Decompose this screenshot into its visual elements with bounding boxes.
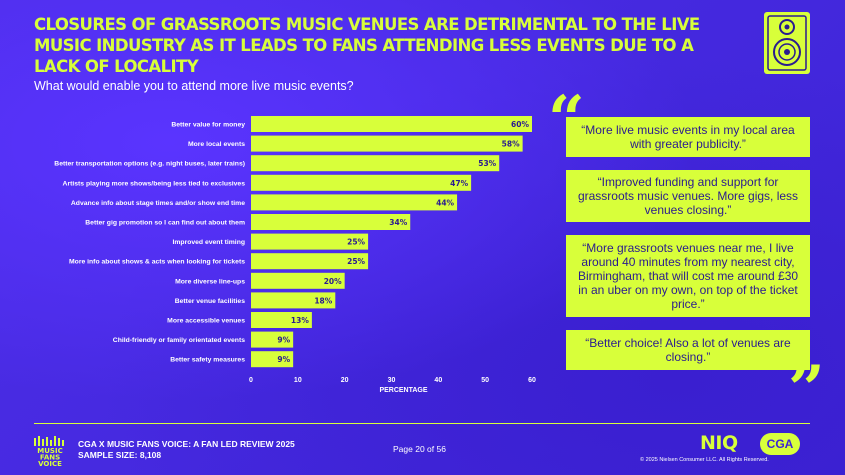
quote-2: “Improved funding and support for grassr…	[566, 170, 810, 222]
page-number: Page 20 of 56	[393, 444, 446, 454]
bar	[251, 253, 369, 270]
category-label: Better venue facilities	[175, 298, 245, 305]
data-label: 25%	[347, 238, 365, 247]
x-tick-label: 20	[341, 377, 349, 384]
data-label: 44%	[436, 198, 454, 207]
svg-text:FANS: FANS	[40, 454, 60, 462]
data-label: 9%	[277, 336, 290, 345]
copyright: © 2025 Nielsen Consumer LLC. All Rights …	[640, 457, 769, 463]
category-label: Better transportation options (e.g. nigh…	[54, 161, 245, 168]
category-label: Better gig promotion so I can find out a…	[85, 220, 245, 227]
close-quote-icon: ”	[788, 352, 825, 427]
x-tick-label: 30	[388, 377, 396, 384]
data-label: 13%	[291, 316, 309, 325]
data-label: 20%	[324, 277, 342, 286]
category-label: More accessible venues	[167, 318, 245, 325]
bar	[251, 174, 472, 191]
category-label: More diverse line-ups	[175, 278, 245, 285]
quote-3: “More grassroots venues near me, I live …	[566, 235, 810, 317]
quote-1: “More live music events in my local area…	[566, 117, 810, 157]
x-tick-label: 0	[249, 377, 253, 384]
x-axis-label: PERCENTAGE	[379, 387, 427, 394]
category-label: More info about shows & acts when lookin…	[69, 259, 245, 266]
data-label: 9%	[277, 355, 290, 364]
category-label: Improved event timing	[172, 239, 245, 246]
bar	[251, 292, 336, 309]
footer-line-2: SAMPLE SIZE: 8,108	[78, 450, 162, 460]
data-label: 60%	[511, 120, 529, 129]
footer-divider	[34, 423, 810, 424]
data-label: 25%	[347, 257, 365, 266]
data-label: 58%	[502, 140, 520, 149]
music-fans-voice-logo: MUSIC FANS VOICE	[34, 436, 64, 467]
x-tick-label: 60	[528, 377, 536, 384]
svg-text:MUSIC: MUSIC	[37, 447, 62, 455]
quote-4: “Better choice! Also a lot of venues are…	[566, 330, 810, 370]
category-label: More local events	[188, 141, 245, 148]
data-label: 47%	[450, 179, 468, 188]
niq-logo: NIQ	[700, 432, 738, 454]
footer-source: CGA X MUSIC FANS VOICE: A FAN LED REVIEW…	[78, 439, 295, 461]
x-tick-label: 50	[481, 377, 489, 384]
category-label: Artists playing more shows/being less ti…	[63, 180, 246, 187]
category-label: Advance info about stage times and/or sh…	[71, 200, 245, 207]
bar	[251, 331, 294, 348]
cga-logo: CGA	[760, 433, 800, 455]
data-label: 53%	[478, 159, 496, 168]
page-title: CLOSURES OF GRASSROOTS MUSIC VENUES ARE …	[34, 15, 700, 76]
bar	[251, 272, 345, 289]
speaker-icon	[764, 12, 810, 74]
bar	[251, 194, 458, 211]
chart-question: What would enable you to attend more liv…	[34, 79, 354, 93]
bar	[251, 214, 411, 230]
category-label: Child-friendly or family orientated even…	[113, 337, 245, 344]
bar	[251, 116, 532, 132]
svg-text:VOICE: VOICE	[38, 460, 62, 467]
bar	[251, 233, 369, 250]
x-tick-label: 40	[434, 377, 442, 384]
category-label: Better safety measures	[170, 357, 245, 364]
data-label: 18%	[314, 296, 332, 305]
data-label: 34%	[389, 218, 407, 227]
x-tick-label: 10	[294, 377, 302, 384]
bar	[251, 155, 500, 172]
footer-line-1: CGA X MUSIC FANS VOICE: A FAN LED REVIEW…	[78, 439, 295, 449]
bar	[251, 351, 294, 368]
bar	[251, 135, 523, 152]
bar	[251, 312, 312, 328]
category-label: Better value for money	[171, 122, 245, 129]
